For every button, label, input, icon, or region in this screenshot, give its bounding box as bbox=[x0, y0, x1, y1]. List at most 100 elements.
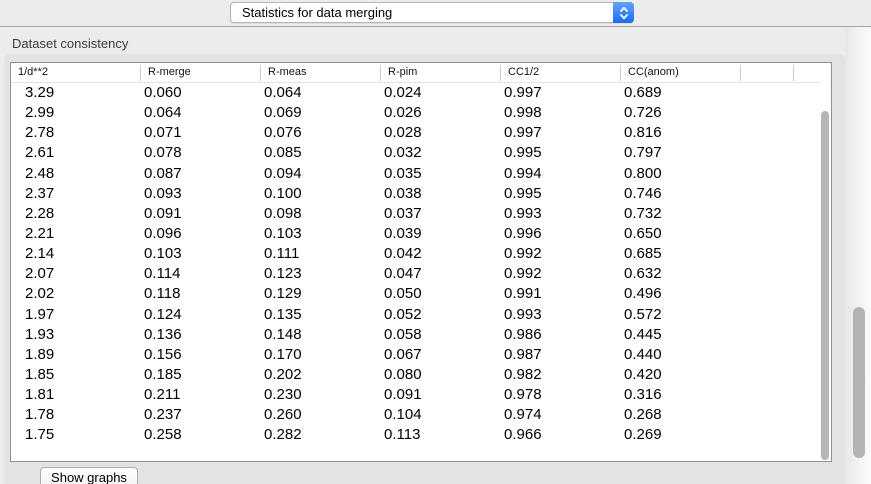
table-row[interactable]: 1.85 0.185 0.202 0.080 0.982 0.420 bbox=[11, 365, 820, 385]
show-graphs-button[interactable]: Show graphs bbox=[40, 467, 138, 484]
table-row[interactable]: 1.81 0.211 0.230 0.091 0.978 0.316 bbox=[11, 385, 820, 405]
table-row[interactable]: 1.93 0.136 0.148 0.058 0.986 0.445 bbox=[11, 325, 820, 345]
table-cell: 0.994 bbox=[504, 164, 542, 182]
table-cell: 0.100 bbox=[264, 184, 302, 202]
table-cell: 0.091 bbox=[384, 386, 422, 404]
table-cell: 0.572 bbox=[624, 305, 662, 323]
table-cell: 0.816 bbox=[624, 124, 662, 142]
column-header[interactable]: CC(anom) bbox=[620, 65, 740, 81]
table-scrollbar-track[interactable] bbox=[820, 64, 830, 460]
column-header[interactable]: R-merge bbox=[140, 65, 260, 81]
table-cell: 0.211 bbox=[144, 386, 181, 404]
table-cell: 0.067 bbox=[384, 345, 422, 363]
table-row[interactable]: 3.29 0.060 0.064 0.024 0.997 0.689 bbox=[11, 83, 820, 103]
table-cell: 0.026 bbox=[384, 104, 422, 122]
table-cell: 0.991 bbox=[504, 285, 542, 303]
table-row[interactable]: 2.07 0.114 0.123 0.047 0.992 0.632 bbox=[11, 264, 820, 284]
table-cell: 0.118 bbox=[144, 285, 181, 303]
table-cell: 0.445 bbox=[624, 325, 662, 343]
table-cell: 2.99 bbox=[25, 104, 55, 122]
table-cell: 0.268 bbox=[624, 406, 662, 424]
column-header[interactable]: CC1/2 bbox=[500, 65, 620, 81]
table-cell: 0.135 bbox=[264, 305, 302, 323]
column-header[interactable]: R-pim bbox=[380, 65, 500, 81]
table-cell: 0.993 bbox=[504, 305, 542, 323]
table-cell: 0.111 bbox=[264, 245, 300, 263]
table-cell: 0.986 bbox=[504, 325, 542, 343]
table-row[interactable]: 1.78 0.237 0.260 0.104 0.974 0.268 bbox=[11, 405, 820, 425]
table-cell: 1.89 bbox=[25, 345, 55, 363]
table-cell: 0.064 bbox=[264, 84, 302, 101]
table-cell: 0.094 bbox=[264, 164, 302, 182]
table-row[interactable]: 2.28 0.091 0.098 0.037 0.993 0.732 bbox=[11, 204, 820, 224]
table-cell: 2.02 bbox=[25, 285, 55, 303]
table-row[interactable]: 2.21 0.096 0.103 0.039 0.996 0.650 bbox=[11, 224, 820, 244]
table-row[interactable]: 2.02 0.118 0.129 0.050 0.991 0.496 bbox=[11, 284, 820, 304]
table-cell: 0.997 bbox=[504, 124, 542, 142]
section-title: Dataset consistency bbox=[12, 36, 129, 51]
table-cell: 0.996 bbox=[504, 224, 542, 242]
window-scrollbar-thumb[interactable] bbox=[853, 307, 865, 458]
table-row[interactable]: 1.75 0.258 0.282 0.113 0.966 0.269 bbox=[11, 425, 820, 445]
table-row[interactable]: 2.61 0.078 0.085 0.032 0.995 0.797 bbox=[11, 143, 820, 163]
table-scrollbar-thumb[interactable] bbox=[821, 111, 829, 460]
table-cell: 2.07 bbox=[25, 265, 55, 283]
table-cell: 0.650 bbox=[624, 224, 662, 242]
table-cell: 0.085 bbox=[264, 144, 302, 162]
table-cell: 0.185 bbox=[144, 365, 182, 383]
column-header[interactable] bbox=[793, 65, 830, 81]
table-cell: 0.060 bbox=[144, 84, 182, 101]
table-cell: 0.685 bbox=[624, 245, 662, 263]
table-cell: 2.14 bbox=[25, 245, 55, 263]
table-cell: 0.103 bbox=[264, 224, 302, 242]
table-cell: 0.978 bbox=[504, 386, 542, 404]
table-cell: 0.039 bbox=[384, 224, 422, 242]
view-selector-selected-value: Statistics for data merging bbox=[242, 5, 393, 20]
table-cell: 1.81 bbox=[25, 386, 55, 404]
table-cell: 2.37 bbox=[25, 184, 55, 202]
stats-table-body: 3.29 0.060 0.064 0.024 0.997 0.689 2.99 0.064 0.… bbox=[11, 83, 820, 461]
view-selector-popup[interactable]: Statistics for data merging bbox=[230, 2, 634, 23]
table-cell: 0.078 bbox=[144, 144, 182, 162]
table-row[interactable]: 2.48 0.087 0.094 0.035 0.994 0.800 bbox=[11, 164, 820, 184]
table-cell: 0.093 bbox=[144, 184, 182, 202]
chevron-up-down-icon bbox=[613, 2, 634, 23]
table-cell: 0.096 bbox=[144, 224, 182, 242]
table-cell: 2.78 bbox=[25, 124, 55, 142]
table-cell: 0.726 bbox=[624, 104, 662, 122]
table-cell: 0.042 bbox=[384, 245, 422, 263]
table-cell: 0.732 bbox=[624, 204, 662, 222]
column-header[interactable]: 1/d**2 bbox=[18, 66, 48, 78]
table-cell: 0.114 bbox=[144, 265, 181, 283]
table-cell: 0.269 bbox=[624, 426, 662, 444]
table-cell: 1.85 bbox=[25, 365, 55, 383]
table-row[interactable]: 2.99 0.064 0.069 0.026 0.998 0.726 bbox=[11, 103, 820, 123]
column-header[interactable]: R-meas bbox=[260, 65, 380, 81]
table-row[interactable]: 2.14 0.103 0.111 0.042 0.992 0.685 bbox=[11, 244, 820, 264]
table-cell: 0.038 bbox=[384, 184, 422, 202]
table-row[interactable]: 2.37 0.093 0.100 0.038 0.995 0.746 bbox=[11, 184, 820, 204]
table-cell: 0.689 bbox=[624, 84, 662, 101]
table-cell: 0.995 bbox=[504, 144, 542, 162]
table-cell: 0.091 bbox=[144, 204, 182, 222]
table-cell: 0.992 bbox=[504, 265, 542, 283]
table-cell: 0.987 bbox=[504, 345, 542, 363]
table-cell: 1.78 bbox=[25, 406, 55, 424]
table-cell: 0.170 bbox=[264, 345, 302, 363]
table-row[interactable]: 1.89 0.156 0.170 0.067 0.987 0.440 bbox=[11, 345, 820, 365]
table-cell: 0.440 bbox=[624, 345, 662, 363]
table-cell: 0.993 bbox=[504, 204, 542, 222]
table-cell: 0.104 bbox=[384, 406, 422, 424]
table-cell: 0.800 bbox=[624, 164, 662, 182]
table-cell: 1.93 bbox=[25, 325, 55, 343]
table-row[interactable]: 1.97 0.124 0.135 0.052 0.993 0.572 bbox=[11, 305, 820, 325]
table-cell: 0.202 bbox=[264, 365, 302, 383]
stats-table-header: 1/d**2 R-merge R-meas R-pim CC1/2 CC(anom) bbox=[11, 63, 831, 83]
table-cell: 0.260 bbox=[264, 406, 302, 424]
table-row[interactable]: 2.78 0.071 0.076 0.028 0.997 0.816 bbox=[11, 123, 820, 143]
table-cell: 0.420 bbox=[624, 365, 662, 383]
column-header[interactable] bbox=[740, 65, 793, 81]
table-cell: 0.992 bbox=[504, 245, 542, 263]
table-cell: 0.103 bbox=[144, 245, 182, 263]
table-cell: 0.058 bbox=[384, 325, 422, 343]
